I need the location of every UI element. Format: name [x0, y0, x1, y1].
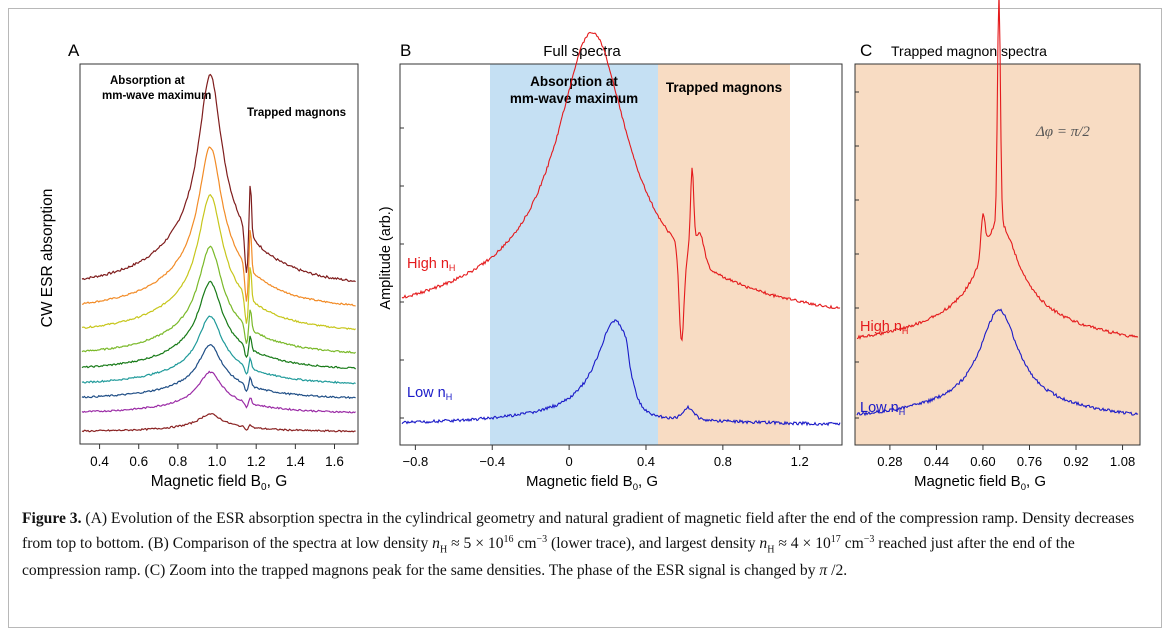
panel-c-xtick-label: 0.28 [877, 454, 902, 469]
caption-density-high-value: ≈ 4 × 10 [774, 535, 831, 553]
panel-b-band-label-absorption-line1: Absorption at [530, 74, 618, 89]
panel-b-xtick-label: 0 [565, 454, 572, 469]
panel-a-xlabel: Magnetic field B0, G [151, 473, 288, 493]
caption-text-2: (lower trace), and largest density [547, 535, 760, 553]
caption-density-low-exp: 16 [503, 534, 514, 545]
panel-a-trace-6 [81, 315, 356, 385]
panel-a: A CW ESR absorption Absorption at mm-wav… [39, 41, 359, 493]
panel-b: B Full spectra Amplitude (arb.) Absorpti… [378, 31, 843, 493]
panel-c-low-label: Low nH [860, 400, 905, 417]
caption-density-low-unit: cm [513, 535, 537, 553]
panel-c-xtick-label: 0.44 [924, 454, 949, 469]
panel-a-trace-7 [81, 343, 356, 400]
figure-frame [8, 8, 1162, 628]
panel-b-axes [399, 63, 843, 446]
panel-b-high-label: High nH [407, 256, 455, 273]
panel-a-trace-8 [81, 370, 356, 414]
caption-density-low-unitexp: −3 [536, 534, 548, 545]
panel-a-xtick-label: 0.8 [168, 454, 187, 469]
panel-c: C Trapped magnon spectra Δφ = π/2 High n… [854, 0, 1141, 493]
panel-b-band-label-absorption-line2: mm-wave maximum [510, 91, 638, 106]
panel-b-low-density-trace [401, 319, 841, 427]
panel-a-xtick-label: 1.0 [208, 454, 227, 469]
figure-caption: Figure 3. (A) Evolution of the ESR absor… [22, 508, 1142, 581]
panel-a-trace-4 [81, 245, 356, 354]
panel-c-phase-annotation: Δφ = π/2 [1035, 124, 1090, 140]
panel-a-xtick-label: 0.4 [90, 454, 109, 469]
caption-text-4: /2. [827, 562, 848, 580]
panel-a-xtick-label: 1.2 [247, 454, 266, 469]
caption-text-3: reached just after the end of the compre… [22, 535, 1075, 580]
panel-b-title: Full spectra [543, 43, 621, 60]
panel-b-trapped-band [658, 64, 790, 445]
panel-b-high-density-trace [401, 31, 841, 342]
panel-b-xtick-label: −0.4 [479, 454, 505, 469]
panel-c-high-label: High nH [860, 319, 908, 336]
panel-a-trace-9 [81, 413, 356, 433]
panel-b-absorption-band [490, 64, 658, 445]
caption-density-high-unitexp: −3 [863, 534, 875, 545]
panel-c-xtick-label: 0.76 [1017, 454, 1042, 469]
figure-3: A CW ESR absorption Absorption at mm-wav… [39, 0, 1141, 493]
caption-density-high-sub: H [767, 544, 775, 556]
panel-b-xlabel: Magnetic field B0, G [526, 473, 658, 493]
panel-a-xtick-label: 1.6 [325, 454, 344, 469]
panel-c-xticks: 0.28 0.44 0.60 0.76 0.92 1.08 [877, 445, 1135, 469]
panel-a-axes [79, 63, 359, 445]
panel-b-traces [401, 31, 841, 427]
panel-b-letter: B [400, 41, 411, 60]
panel-c-yticks [855, 91, 859, 419]
caption-density-high-var: n [759, 535, 768, 553]
panel-b-ylabel: Amplitude (arb.) [378, 206, 394, 309]
panel-a-annotation-trapped: Trapped magnons [247, 107, 346, 119]
caption-density-low-value: ≈ 5 × 10 [447, 535, 504, 553]
panel-b-xtick-label: 0.4 [637, 454, 655, 469]
panel-a-xtick-label: 0.6 [129, 454, 148, 469]
caption-density-low-var: n [432, 535, 440, 553]
caption-density-low-sub: H [439, 544, 448, 556]
caption-lead: Figure 3. [22, 510, 82, 527]
panel-a-trace-5 [81, 280, 357, 370]
panel-a-xtick-label: 1.4 [286, 454, 305, 469]
panel-b-band-label-trapped: Trapped magnons [666, 80, 782, 95]
panel-a-annotation-absorption-line1: Absorption at [110, 75, 185, 87]
caption-pi: π [819, 562, 828, 580]
panel-a-trace-3 [81, 194, 356, 331]
caption-density-high-unit: cm [840, 535, 864, 553]
caption-density-high-exp: 17 [830, 534, 841, 545]
panel-c-traces [856, 0, 1139, 417]
panel-a-xticks: 0.4 0.6 0.8 1.0 1.2 1.4 1.6 [90, 444, 344, 469]
panel-a-ylabel: CW ESR absorption [39, 189, 56, 328]
panel-c-high-density-trace [856, 0, 1139, 340]
panel-a-annotation-absorption-line2: mm-wave maximum [102, 90, 211, 102]
panel-b-yticks [400, 127, 404, 419]
panel-a-letter: A [68, 41, 80, 60]
panel-c-xtick-label: 1.08 [1110, 454, 1135, 469]
panel-c-xtick-label: 0.60 [970, 454, 995, 469]
panel-b-xtick-label: −0.8 [403, 454, 429, 469]
panel-a-trace-1 [81, 73, 356, 283]
panel-c-title: Trapped magnon spectra [891, 43, 1047, 59]
panel-c-letter: C [860, 41, 872, 60]
caption-text-1: (A) Evolution of the ESR absorption spec… [22, 510, 1135, 553]
panel-a-trace-2 [81, 146, 356, 307]
panel-c-xtick-label: 0.92 [1063, 454, 1088, 469]
panel-c-low-density-trace [856, 308, 1139, 417]
panel-b-xtick-label: 0.8 [714, 454, 732, 469]
panel-b-low-label: Low nH [407, 385, 452, 402]
panel-a-traces [81, 73, 357, 433]
panel-b-xtick-label: 1.2 [791, 454, 809, 469]
panel-c-xlabel: Magnetic field B0, G [914, 473, 1046, 493]
panel-b-xticks: −0.8 −0.4 0 0.4 0.8 1.2 [403, 445, 809, 469]
